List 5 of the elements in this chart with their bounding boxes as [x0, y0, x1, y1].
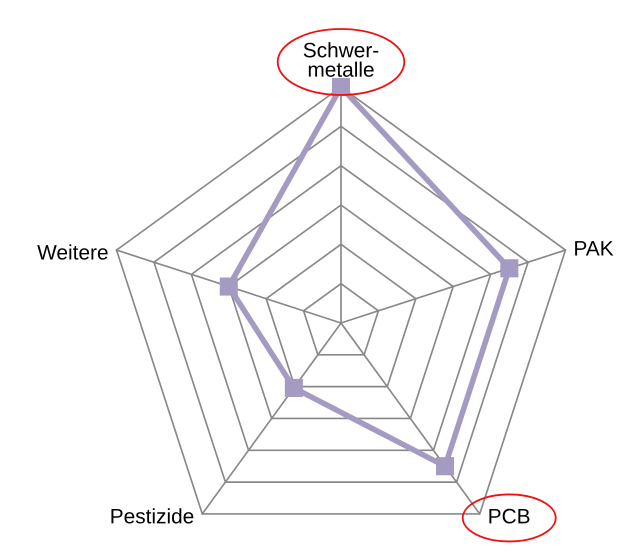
spoke-label: Weitere [37, 244, 108, 260]
spoke-label: PCB [489, 508, 530, 524]
spoke-label: PAK [575, 241, 614, 256]
spoke-label: Schwer- metalle [304, 42, 378, 77]
spoke-label: Pestizide [111, 508, 194, 524]
